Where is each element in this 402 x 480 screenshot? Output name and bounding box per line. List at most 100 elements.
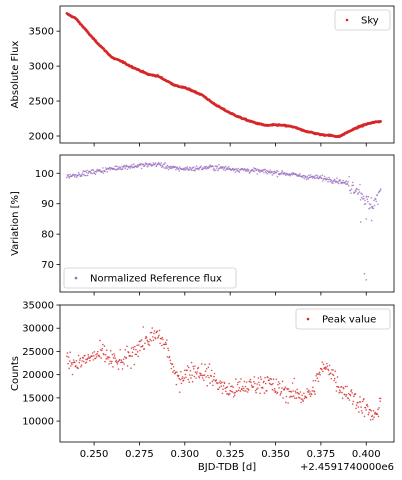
data-point <box>324 176 326 178</box>
data-point <box>113 353 115 355</box>
data-point <box>306 179 308 181</box>
data-point <box>183 377 185 379</box>
data-point <box>195 377 197 379</box>
data-point <box>296 397 298 399</box>
x-axis-label: BJD-TDB [d] <box>198 462 256 473</box>
data-point <box>242 390 244 392</box>
data-point <box>127 169 129 171</box>
data-point <box>279 394 281 396</box>
data-point <box>180 371 182 373</box>
panel-sky: 2000250030003500Absolute FluxSky <box>10 6 394 147</box>
data-point <box>344 394 346 396</box>
data-point <box>294 397 296 399</box>
data-point <box>308 391 310 393</box>
data-point <box>361 410 363 412</box>
data-point <box>309 393 311 395</box>
data-point <box>372 206 374 208</box>
data-point <box>244 381 246 383</box>
data-point <box>101 350 103 352</box>
data-point <box>104 361 106 363</box>
data-point <box>209 167 211 169</box>
data-point <box>149 339 151 341</box>
data-point <box>223 385 225 387</box>
y-axis-label: Variation [%] <box>10 191 21 256</box>
data-point <box>191 374 193 376</box>
data-point <box>130 367 132 369</box>
data-point <box>87 354 89 356</box>
data-point <box>306 176 308 178</box>
data-point <box>379 120 382 123</box>
data-point <box>340 391 342 393</box>
data-point <box>264 392 266 394</box>
data-point <box>194 365 196 367</box>
data-point <box>99 340 101 342</box>
data-point <box>205 376 207 378</box>
data-point <box>322 174 324 176</box>
data-point <box>366 196 368 198</box>
data-point <box>109 169 111 171</box>
data-point <box>313 380 315 382</box>
data-point <box>357 402 359 404</box>
data-point <box>167 165 169 167</box>
data-point <box>188 367 190 369</box>
data-point <box>92 359 94 361</box>
data-point <box>192 381 194 383</box>
data-point <box>265 383 267 385</box>
data-point <box>210 375 212 377</box>
data-point <box>305 177 307 179</box>
y-tick-label: 35000 <box>22 301 54 312</box>
data-point <box>250 379 252 381</box>
data-point <box>247 391 249 393</box>
data-point <box>163 167 165 169</box>
data-point <box>153 333 155 335</box>
data-point <box>306 388 308 390</box>
data-point <box>91 355 93 357</box>
data-point <box>360 221 362 223</box>
data-point <box>114 355 116 357</box>
data-point <box>268 379 270 381</box>
x-tick-label: 0.250 <box>80 449 109 460</box>
data-point <box>148 341 150 343</box>
data-point <box>248 389 250 391</box>
data-point <box>187 379 189 381</box>
data-point <box>111 361 113 363</box>
data-point <box>176 371 178 373</box>
data-point <box>358 411 360 413</box>
data-point <box>347 184 349 186</box>
data-point <box>136 344 138 346</box>
data-point <box>187 365 189 367</box>
data-point <box>291 396 293 398</box>
data-point <box>350 190 352 192</box>
data-point <box>374 205 376 207</box>
data-point <box>334 370 336 372</box>
data-point <box>155 162 157 164</box>
data-point <box>117 166 119 168</box>
data-point <box>272 174 274 176</box>
data-point <box>214 373 216 375</box>
data-point <box>156 330 158 332</box>
data-point <box>325 367 327 369</box>
data-point <box>266 390 268 392</box>
data-point <box>201 363 203 365</box>
data-point <box>272 171 274 173</box>
data-point <box>319 374 321 376</box>
data-point <box>301 394 303 396</box>
data-point <box>179 391 181 393</box>
y-tick-label: 20000 <box>22 370 54 381</box>
data-point <box>337 376 339 378</box>
data-point <box>342 398 344 400</box>
data-point <box>309 391 311 393</box>
data-point <box>263 172 265 174</box>
data-point <box>89 360 91 362</box>
data-point <box>103 172 105 174</box>
data-point <box>105 358 107 360</box>
data-point <box>82 172 84 174</box>
data-point <box>119 359 121 361</box>
legend-marker <box>346 19 349 22</box>
data-point <box>368 414 370 416</box>
y-tick-label: 80 <box>41 230 54 241</box>
data-point <box>351 392 353 394</box>
data-point <box>360 406 362 408</box>
data-point <box>104 345 106 347</box>
data-point <box>181 383 183 385</box>
